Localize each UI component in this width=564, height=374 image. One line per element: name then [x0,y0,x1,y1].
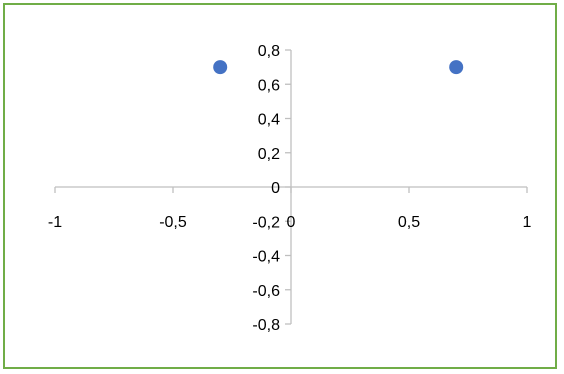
x-tick-label: -0,5 [159,214,187,231]
y-tick-label: 0,4 [258,112,280,129]
x-tick-label: 1 [523,214,532,231]
data-point [449,60,464,75]
y-tick-label: 0,6 [258,77,280,94]
y-tick-label: 0 [271,180,280,197]
chart-points [213,60,464,75]
chart-frame [3,3,557,369]
data-point [213,60,228,75]
chart-tick-labels: -1 -0,5 0 0,5 1 0,8 0,6 0,4 0,2 0 -0,2 -0,4 -0,6 -0,8 [48,43,532,334]
y-tick-label: -0,4 [252,249,280,266]
y-tick-label: 0,8 [258,43,280,60]
y-tick-label: -0,6 [252,283,280,300]
x-tick-label: -1 [48,214,62,231]
y-tick-label: -0,8 [252,317,280,334]
x-tick-label: 0,5 [398,214,420,231]
x-tick-label: 0 [287,214,296,231]
chart-ticks [54,49,528,325]
y-tick-label: 0,2 [258,146,280,163]
y-tick-label: -0,2 [252,214,280,231]
